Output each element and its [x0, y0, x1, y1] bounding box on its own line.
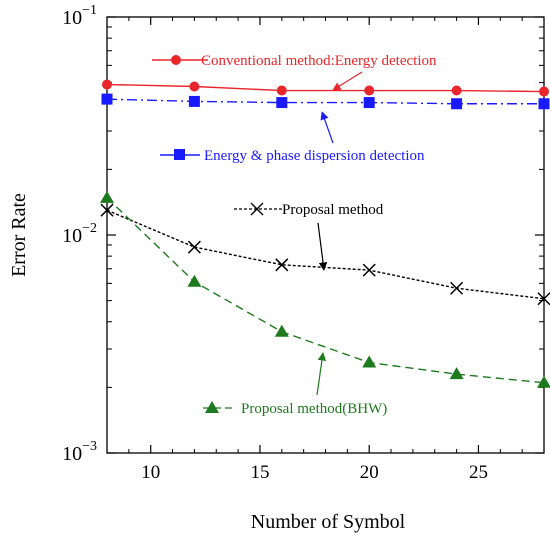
y-tick-label-exp: −1 — [82, 3, 97, 18]
data-point — [363, 97, 375, 109]
annotation-conventional: Conventional method:Energy detection — [152, 53, 437, 91]
y-tick-label-exp: −3 — [82, 439, 97, 454]
annotation-energy-phase: Energy & phase dispersion detection — [160, 111, 425, 164]
annotation-proposal-bhw-arrow — [316, 352, 327, 396]
data-point — [100, 203, 114, 217]
series-line — [106, 98, 544, 105]
data-point — [449, 367, 464, 380]
series-2 — [101, 93, 550, 110]
annotation-energy-phase-marker — [174, 149, 185, 160]
annotation-conventional-arrow — [332, 71, 363, 91]
data-point — [450, 281, 464, 295]
annotation-conventional-label: Conventional method:Energy detection — [201, 53, 437, 69]
series-line — [106, 209, 545, 300]
y-tick-label: 10−3 — [62, 439, 97, 465]
data-point — [102, 79, 112, 90]
data-point — [275, 258, 289, 272]
plot-area — [106, 16, 545, 454]
series-4 — [100, 190, 550, 388]
data-point — [451, 85, 462, 96]
data-point — [364, 85, 375, 96]
data-point — [451, 98, 463, 110]
series-1 — [102, 79, 549, 97]
x-tick-label: 25 — [469, 462, 488, 483]
data-point — [100, 190, 114, 203]
annotation-proposal-bhw-label: Proposal method(BHW) — [241, 401, 387, 417]
x-axis-label: Number of Symbol — [251, 511, 406, 533]
data-point — [276, 97, 288, 109]
data-point — [276, 85, 287, 96]
data-point — [537, 292, 550, 306]
series-line — [106, 197, 545, 384]
plot-frame — [106, 16, 545, 454]
annotation-proposal-label: Proposal method — [282, 202, 384, 218]
annotation-energy-phase-label: Energy & phase dispersion detection — [204, 148, 425, 164]
x-tick-label: 15 — [250, 462, 269, 483]
data-point — [101, 93, 113, 105]
y-tick-label-base: 10 — [62, 7, 82, 29]
annotation-proposal-marker — [250, 202, 264, 216]
data-point — [537, 375, 550, 388]
data-point — [188, 95, 200, 107]
y-tick-label-base: 10 — [62, 225, 82, 247]
series-line — [106, 83, 545, 93]
y-tick-label: 10−2 — [62, 221, 97, 247]
data-point — [187, 274, 202, 287]
x-tick-label: 10 — [141, 462, 160, 483]
series-layer — [100, 79, 550, 388]
annotation-proposal-arrow — [317, 222, 328, 271]
annotation-conventional-marker — [171, 55, 181, 65]
data-point — [539, 86, 549, 97]
data-point — [362, 263, 376, 277]
annotation-proposal: Proposal method — [234, 202, 384, 271]
data-point — [189, 81, 200, 92]
data-point — [187, 240, 201, 254]
y-tick-label-base: 10 — [62, 443, 82, 465]
series-3 — [100, 203, 550, 306]
data-point — [274, 324, 289, 337]
y-axis-label: Error Rate — [8, 193, 30, 277]
annotation-proposal-bhw-marker — [205, 401, 219, 413]
data-point — [538, 98, 550, 110]
data-point — [362, 355, 377, 368]
annotation-energy-phase-arrow — [320, 111, 334, 144]
annotation-proposal-bhw: Proposal method(BHW) — [203, 352, 387, 417]
y-tick-label-exp: −2 — [82, 221, 97, 236]
x-tick-label: 20 — [360, 462, 379, 483]
y-tick-label: 10−1 — [62, 3, 97, 29]
